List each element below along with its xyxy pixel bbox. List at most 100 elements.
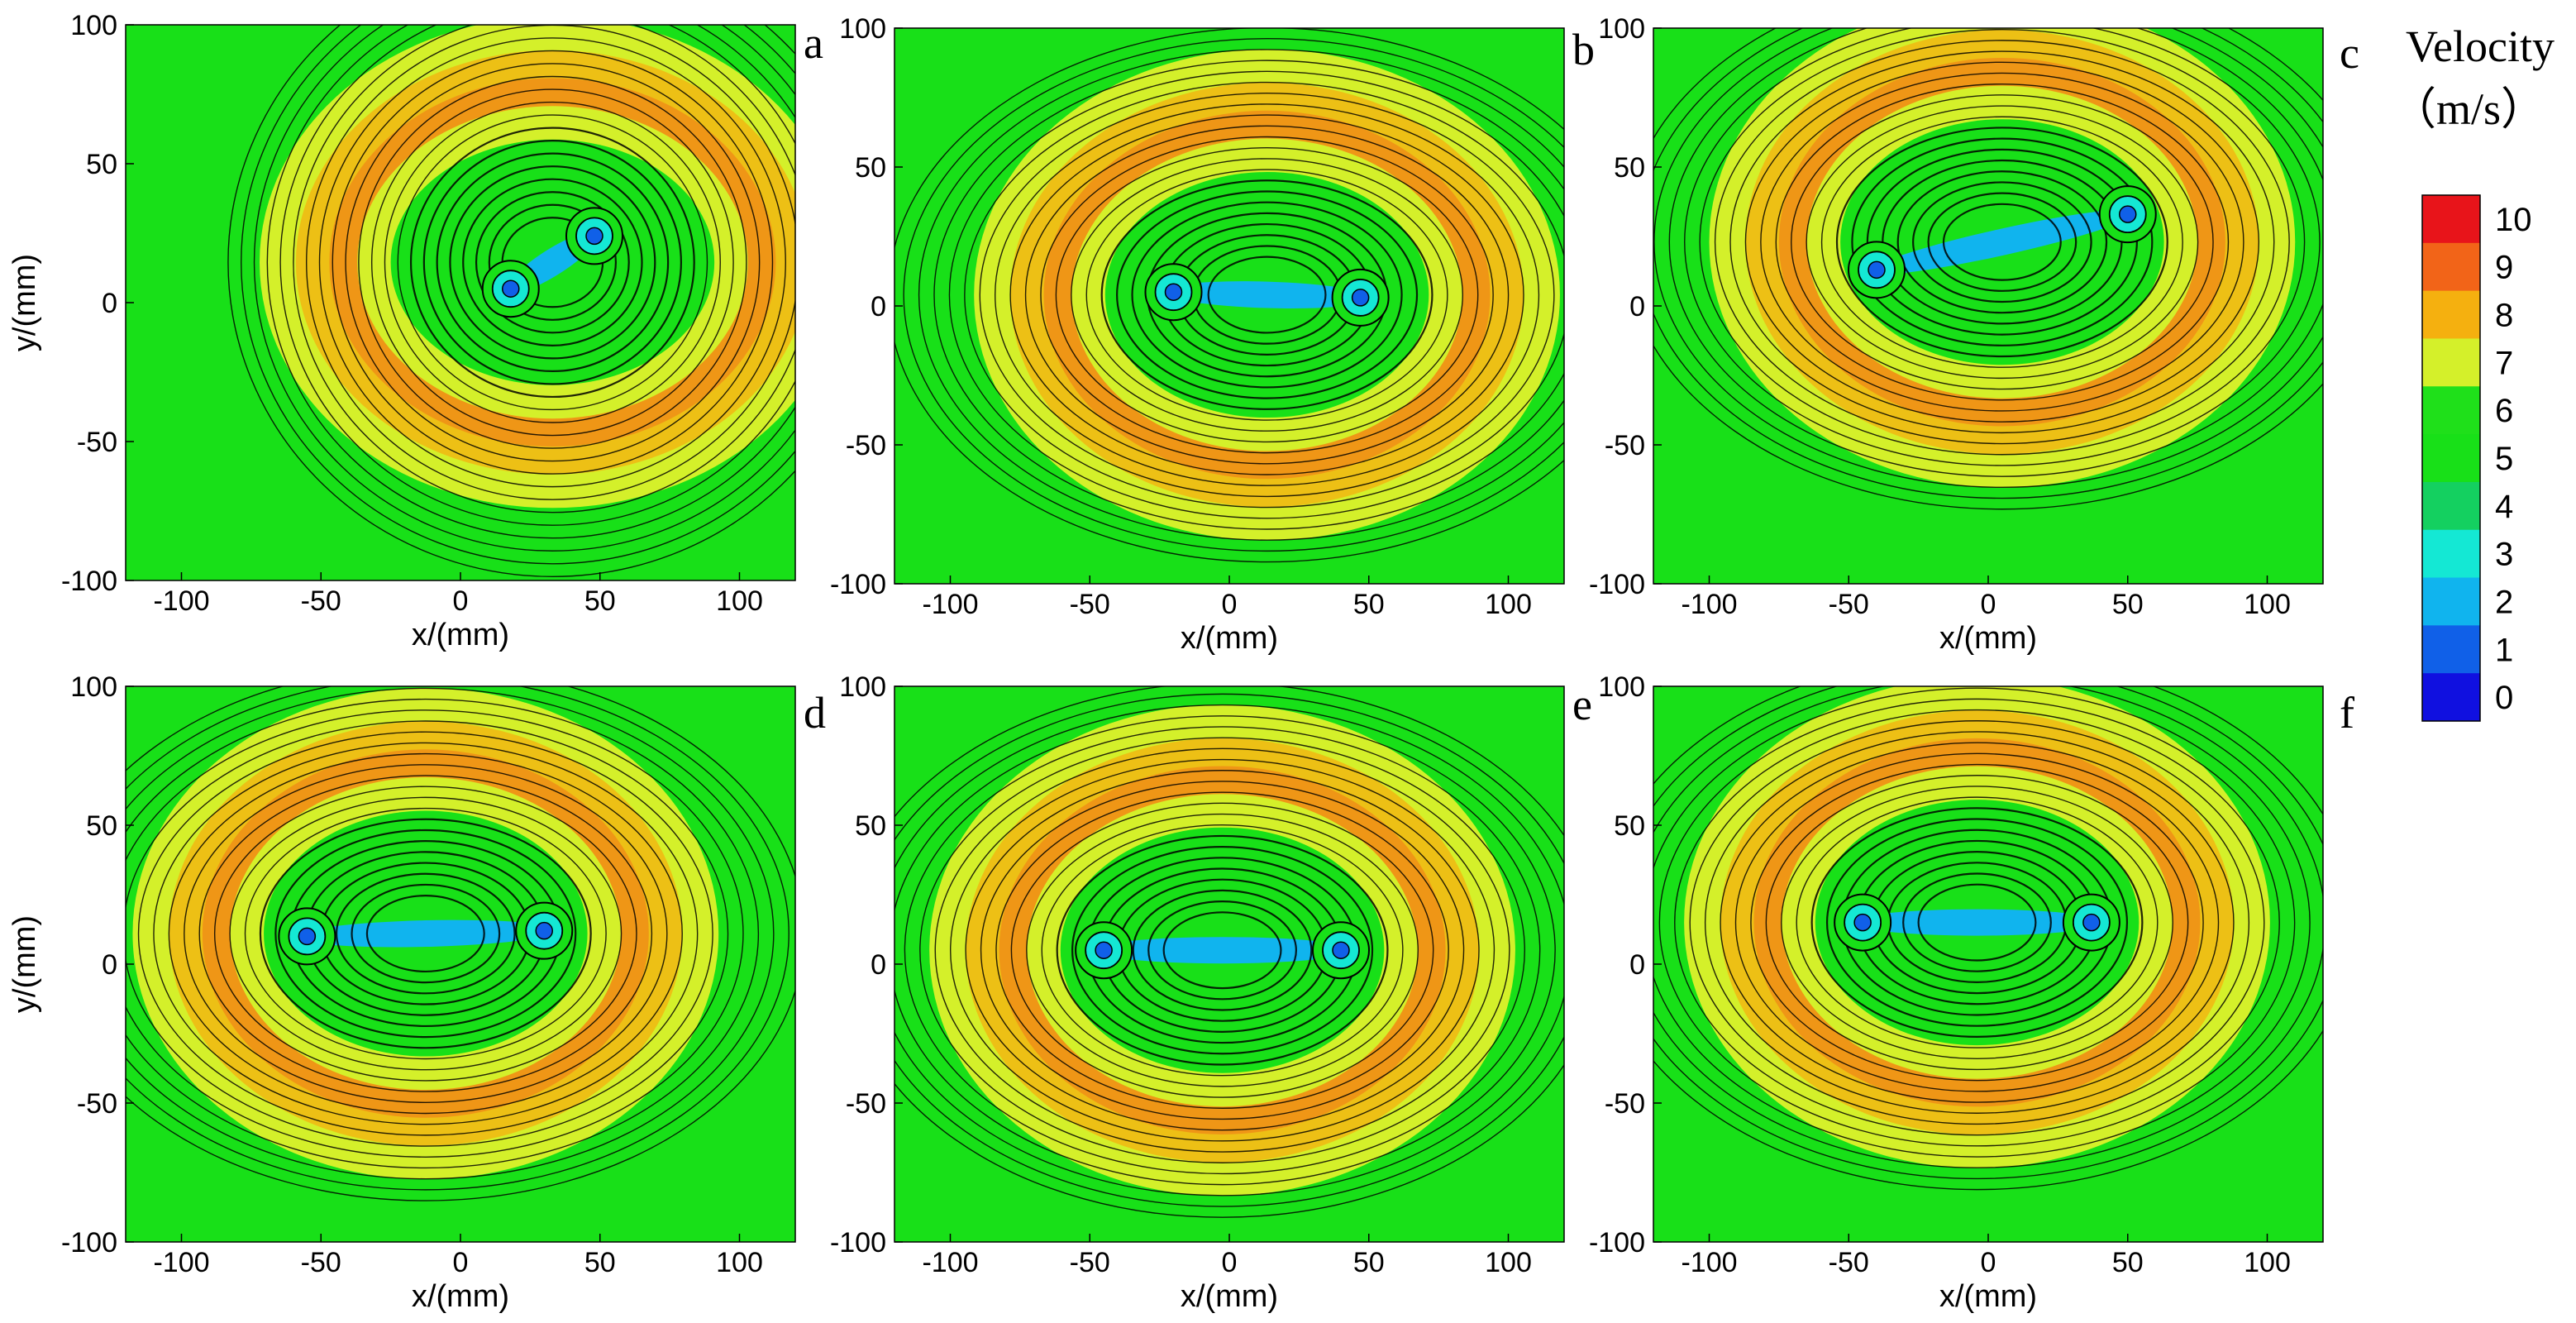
- x-axis-label: x/(mm): [1939, 621, 2037, 656]
- streamline: [1720, 742, 2235, 1103]
- streamline: [318, 37, 786, 488]
- streamline: [1668, 28, 2323, 477]
- x-tick-label: 0: [453, 585, 469, 617]
- x-tick-label: 0: [453, 1247, 469, 1278]
- streamline: [948, 70, 1564, 519]
- streamline: [198, 775, 653, 1092]
- streamline: [1896, 170, 2108, 314]
- streamline: [1116, 190, 1419, 399]
- streamline: [1902, 872, 2052, 972]
- x-tick-label: -100: [153, 585, 209, 617]
- colorbar-level-label: 0: [2495, 680, 2513, 716]
- streamline: [253, 25, 795, 552]
- y-tick-label: -50: [846, 430, 886, 461]
- streamline: [1024, 125, 1510, 465]
- streamline: [1775, 83, 2230, 401]
- vortex-center: [1331, 268, 1390, 327]
- panel-d: -100 -50 0 50 100 100 50 0 -50 -100 x/(mm) y/(mm) d: [7, 671, 826, 1314]
- streamline: [1653, 686, 2323, 1168]
- streamline: [1820, 116, 2183, 368]
- streamline: [266, 25, 795, 539]
- streamline: [126, 687, 775, 1180]
- streamline: [1734, 752, 2220, 1092]
- colorbar-level-label: 4: [2495, 489, 2513, 525]
- streamlines: [894, 28, 1564, 563]
- x-tick-label: 100: [1485, 589, 1532, 620]
- streamline: [259, 818, 592, 1049]
- streamline: [904, 726, 1541, 1175]
- streamline: [1653, 686, 2323, 1180]
- y-tick-label: 0: [102, 288, 117, 319]
- vortex-center: [481, 260, 540, 318]
- x-tick-label: 50: [2112, 589, 2144, 620]
- y-axis-label: y/(mm): [7, 915, 42, 1013]
- streamline: [397, 114, 708, 411]
- colorbar-level-label: 10: [2495, 202, 2532, 238]
- streamline: [184, 764, 668, 1103]
- x-tick-label: -50: [1070, 1247, 1110, 1278]
- colorbar-swatch: [2422, 338, 2480, 387]
- x-tick-label: 100: [716, 585, 763, 617]
- y-tick-label: 50: [1614, 810, 1645, 842]
- streamline: [919, 737, 1525, 1163]
- x-tick-label: 0: [1981, 589, 1996, 620]
- velocity-field: [126, 25, 795, 580]
- streamline: [995, 103, 1540, 486]
- streamline: [1851, 137, 2154, 346]
- streamline: [1071, 846, 1374, 1055]
- streamline: [894, 28, 1564, 563]
- panel-f: -100 -50 0 50 100 100 50 0 -50 -100 x/(mm) f: [1589, 671, 2354, 1314]
- y-tick-label: 0: [1629, 949, 1645, 981]
- streamline: [422, 140, 682, 385]
- x-tick-label: -100: [1681, 1247, 1737, 1278]
- panel-letter: a: [804, 18, 823, 68]
- y-tick-label: 100: [70, 671, 117, 703]
- colorbar-swatch: [2422, 673, 2480, 722]
- streamline: [475, 191, 630, 334]
- core-region: [1851, 909, 2103, 936]
- streamline: [345, 63, 761, 462]
- streamline: [1207, 256, 1327, 334]
- streamline: [168, 752, 683, 1115]
- panel-letter: d: [804, 688, 826, 738]
- y-tick-label: -50: [1605, 430, 1645, 461]
- velocity-field: [894, 686, 1564, 1242]
- streamline: [894, 704, 1564, 1196]
- y-tick-label: 50: [86, 810, 117, 842]
- velocity-field: [1653, 28, 2323, 584]
- x-axis-label: x/(mm): [412, 618, 509, 652]
- colorbar-level-label: 1: [2495, 632, 2513, 668]
- streamline: [279, 25, 795, 526]
- x-tick-label: -50: [301, 1247, 341, 1278]
- x-tick-label: -100: [922, 1247, 978, 1278]
- streamline: [1026, 813, 1419, 1087]
- streamline: [1653, 686, 2323, 1191]
- x-axis-label: x/(mm): [412, 1279, 509, 1314]
- y-tick-label: 0: [871, 949, 886, 981]
- colorbar-swatch: [2422, 386, 2480, 435]
- streamline: [1071, 158, 1463, 432]
- vortex-center: [565, 207, 623, 265]
- streamline: [1653, 28, 2323, 499]
- core-region: [295, 919, 556, 948]
- streamline: [1825, 818, 2129, 1027]
- vortex-center: [1144, 263, 1203, 322]
- y-axis-label: y/(mm): [7, 254, 42, 351]
- colorbar-unit: （m/s）: [2392, 84, 2545, 134]
- x-tick-label: 50: [584, 585, 616, 617]
- streamline: [229, 796, 623, 1071]
- x-tick-label: 50: [584, 1247, 616, 1278]
- streamline: [244, 807, 607, 1060]
- y-tick-label: 100: [839, 671, 886, 703]
- y-tick-label: -100: [61, 566, 117, 597]
- streamline: [1744, 61, 2260, 423]
- vortex-center: [1075, 921, 1133, 980]
- streamline: [1147, 900, 1297, 1001]
- x-axis-label: x/(mm): [1181, 1279, 1278, 1314]
- streamline: [335, 872, 516, 995]
- streamline: [1942, 203, 2062, 281]
- streamline: [1056, 834, 1389, 1066]
- colorbar-level-label: 9: [2495, 250, 2513, 286]
- x-axis-label: x/(mm): [1939, 1279, 2037, 1314]
